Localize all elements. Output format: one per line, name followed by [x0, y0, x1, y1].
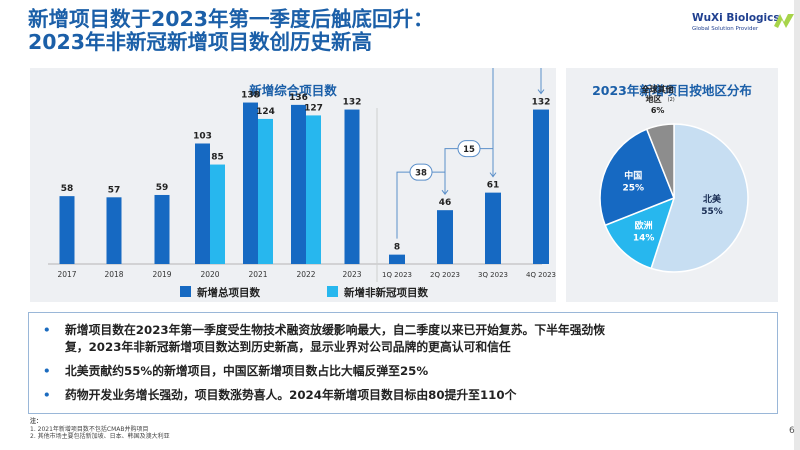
bar-noncovid-2020: [210, 164, 225, 264]
pie-label-0: 北美: [703, 193, 722, 205]
footnotes: 注： 1. 2021年新增项目数不包括CMAB并购项目 2. 其他市场主要包括新…: [30, 418, 170, 441]
logo-mark-icon: [774, 14, 794, 28]
data-label-total-2017: 58: [61, 184, 74, 194]
growth-arrowhead-1: [489, 172, 497, 178]
tick-label-2017: 2017: [57, 270, 76, 279]
data-label-total-2022: 136: [289, 93, 308, 103]
growth-bubble-label-0: 38: [415, 169, 427, 179]
key-points-box: • 新增项目数在2023年第一季度受生物技术融资放缓影响最大，自二季度以来已开始…: [28, 312, 778, 414]
bar-total-2023: [344, 109, 360, 264]
company-logo: WuXi Biologics Global Solution Provider: [692, 12, 794, 38]
pie-label-2: 中国: [624, 169, 642, 181]
bullet-dot: •: [43, 323, 51, 337]
data-label-total-2020: 103: [193, 131, 212, 141]
bar-total-2020: [195, 143, 210, 264]
pie-value-0: 55%: [701, 207, 723, 217]
tick-label-2020: 2020: [200, 270, 219, 279]
data-label-total-2018: 57: [108, 185, 121, 195]
tick-label-2022: 2022: [296, 270, 315, 279]
bullet-1-line1: 新增项目数在2023年第一季度受生物技术融资放缓影响最大，自二季度以来已开始复苏…: [65, 323, 606, 337]
bar-noncovid-2022: [306, 115, 321, 264]
bullet-3: • 药物开发业务增长强劲，项目数涨势喜人。2024年新增项目数目标由80提升至1…: [43, 387, 745, 404]
footnote-marker-2021: (1): [253, 92, 260, 98]
pie-label-other-line1: 全球其他: [641, 84, 674, 94]
pie-slice-0: [650, 123, 749, 273]
bar-quarter-3: [533, 109, 549, 264]
footnote-2: 2. 其他市场主要包括新加坡、日本、韩国及澳大利亚: [30, 433, 170, 440]
pie-slice-1: [604, 196, 676, 270]
tick-label-quarter-2: 3Q 2023: [478, 271, 508, 279]
bar-total-2019: [154, 194, 170, 264]
tick-label-quarter-3: 4Q 2023: [526, 271, 556, 279]
bar-quarter-0: [389, 254, 405, 264]
data-label-total-2021: 138: [241, 91, 260, 101]
bullet-dot: •: [43, 364, 51, 378]
bullet-dot: •: [43, 388, 51, 402]
pie-label-other-note: (2): [668, 97, 675, 103]
data-label-noncovid-2020: 85: [211, 153, 224, 163]
data-label-quarter-1: 46: [439, 198, 452, 208]
legend-swatch-total: [180, 286, 191, 297]
growth-bubble-label-1: 15: [463, 145, 475, 155]
data-label-noncovid-2021: 124: [256, 107, 275, 117]
bullet-1-line2: 复，2023年非新冠新增项目数达到历史新高，显示业界对公司品牌的更高认可和信任: [65, 340, 511, 354]
data-label-quarter-3: 132: [532, 98, 551, 108]
data-label-total-2023: 132: [343, 98, 362, 108]
growth-bubble-1: [457, 140, 481, 158]
growth-arrowhead-2: [537, 89, 545, 95]
bar-total-2021: [243, 102, 258, 264]
pie-slice-3: [645, 123, 675, 199]
data-label-quarter-2: 61: [487, 181, 500, 191]
tick-label-2019: 2019: [152, 270, 171, 279]
slide-title-line1: 新增项目数于2023年第一季度后触底回升：: [28, 7, 434, 31]
pie-chart-title: 2023年新增项目按地区分布: [592, 83, 752, 98]
slide-title-line2: 2023年非新冠新增项目数创历史新高: [28, 30, 373, 54]
tick-label-2021: 2021: [248, 270, 267, 279]
footnote-1: 1. 2021年新增项目数不包括CMAB并购项目: [30, 425, 149, 433]
bar-total-2022: [291, 104, 306, 264]
bar-noncovid-2021: [258, 118, 273, 264]
legend-label-total: 新增总项目数: [197, 286, 260, 299]
bar-total-2017: [59, 196, 75, 264]
page-number: 6: [789, 426, 795, 436]
logo-name: WuXi Biologics: [692, 12, 780, 24]
bullet-3-text: 药物开发业务增长强劲，项目数涨势喜人。2024年新增项目数目标由80提升至110…: [65, 388, 517, 402]
bullet-2: • 北美贡献约55%的新增项目，中国区新增项目数占比大幅反弹至25%: [43, 363, 745, 380]
legend-label-noncovid: 新增非新冠项目数: [344, 286, 428, 299]
data-label-quarter-0: 8: [394, 243, 400, 253]
data-label-noncovid-2022: 127: [304, 103, 323, 113]
tick-label-2018: 2018: [104, 270, 123, 279]
pie-value-2: 25%: [622, 183, 644, 193]
growth-connector-2: [492, 68, 542, 177]
data-label-total-2019: 59: [156, 183, 169, 193]
bar-quarter-1: [437, 210, 453, 264]
legend-swatch-noncovid: [327, 286, 338, 297]
pie-value-other: 6%: [651, 106, 665, 115]
logo-tagline: Global Solution Provider: [692, 26, 759, 32]
bullet-1: • 新增项目数在2023年第一季度受生物技术融资放缓影响最大，自二季度以来已开始…: [43, 322, 745, 356]
slide-title: 新增项目数于2023年第一季度后触底回升： 2023年非新冠新增项目数创历史新高: [28, 8, 628, 54]
tick-label-quarter-1: 2Q 2023: [430, 271, 460, 279]
bar-chart: 58 2017 57 2018 59 2019 103 85 2020 138 124 2021 136…: [48, 68, 556, 299]
pie-value-1: 14%: [633, 233, 655, 243]
growth-bubble-0: [409, 163, 433, 181]
bullet-2-text: 北美贡献约55%的新增项目，中国区新增项目数占比大幅反弹至25%: [65, 364, 429, 378]
bar-quarter-2: [485, 192, 501, 264]
tick-label-2023: 2023: [342, 270, 361, 279]
tick-label-quarter-0: 1Q 2023: [382, 271, 412, 279]
bar-chart-title: 新增综合项目数: [249, 83, 337, 98]
pie-label-other-line2: 地区: [646, 94, 662, 104]
bar-total-2018: [106, 197, 122, 264]
footnote-heading: 注：: [30, 418, 43, 425]
pie-label-1: 欧洲: [635, 219, 653, 231]
slide-edge: [794, 0, 800, 450]
